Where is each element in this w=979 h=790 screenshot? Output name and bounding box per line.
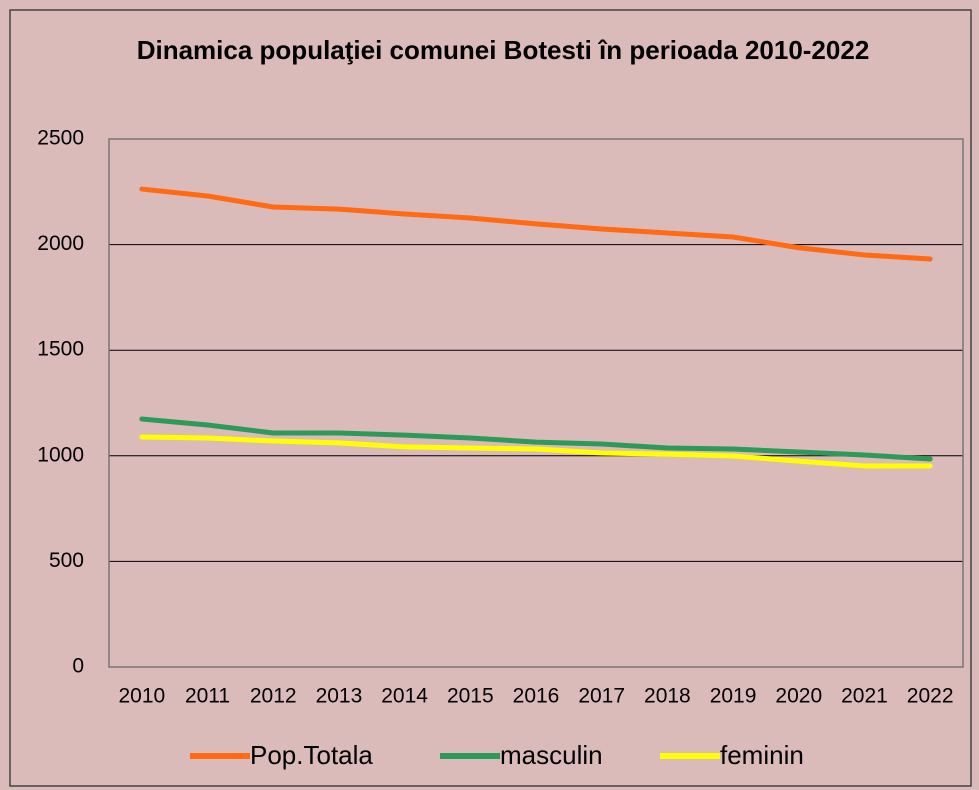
x-tick-label: 2019: [710, 685, 757, 708]
y-tick-label: 2500: [37, 127, 84, 150]
x-tick-label: 2010: [118, 685, 165, 708]
legend-label: Pop.Totala: [250, 740, 373, 770]
y-tick-label: 0: [72, 655, 84, 678]
x-tick-label: 2012: [250, 685, 297, 708]
y-tick-label: 500: [49, 549, 84, 572]
x-tick-label: 2018: [644, 685, 691, 708]
frame: [9, 9, 972, 787]
y-tick-label: 2000: [37, 232, 84, 255]
x-tick-label: 2011: [185, 685, 230, 708]
chart-title: Dinamica populaţiei comunei Botesti în p…: [136, 35, 870, 65]
series-line: [139, 434, 933, 469]
series-line: [139, 416, 933, 462]
x-tick-label: 2021: [841, 685, 888, 708]
x-tick-label: 2017: [578, 685, 625, 708]
x-tick-label: 2013: [316, 685, 363, 708]
x-tick-label: 2015: [447, 685, 494, 708]
x-tick-label: 2022: [907, 685, 954, 708]
plot-border: [108, 138, 964, 668]
legend-label: masculin: [500, 740, 603, 770]
legend-label: feminin: [720, 740, 804, 770]
y-tick-label: 1500: [37, 338, 84, 361]
series-line: [139, 186, 933, 262]
x-tick-label: 2016: [513, 685, 560, 708]
y-tick-label: 1000: [37, 443, 84, 466]
x-tick-label: 2014: [381, 685, 428, 708]
x-tick-label: 2020: [775, 685, 822, 708]
